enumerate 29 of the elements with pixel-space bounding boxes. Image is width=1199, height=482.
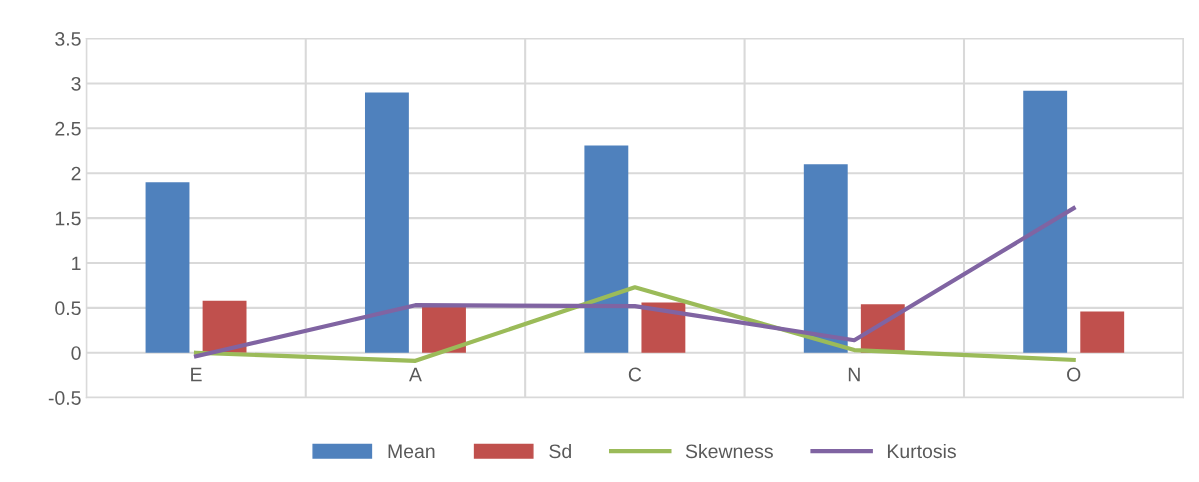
- y-tick-label: 1.5: [55, 211, 81, 226]
- bar: [1023, 90, 1068, 353]
- bar: [145, 182, 190, 353]
- x-tick-label: N: [848, 367, 860, 382]
- bar: [364, 92, 409, 353]
- legend-label: Skewness: [685, 443, 773, 459]
- y-tick-label: 2.5: [55, 121, 81, 136]
- y-tick-label: 3: [71, 76, 81, 91]
- x-tick-label: E: [191, 367, 202, 382]
- bar: [803, 164, 848, 353]
- y-tick-label: 0.5: [55, 301, 81, 316]
- y-tick-label: 2: [71, 166, 81, 181]
- x-tick-label: C: [628, 367, 642, 382]
- x-tick-label: A: [409, 367, 422, 382]
- legend-label: Mean: [388, 444, 435, 459]
- y-tick-label: -0.5: [48, 391, 81, 405]
- legend-label: Kurtosis: [887, 443, 956, 459]
- line-series: [193, 285, 1076, 363]
- y-tick-label: 3.5: [55, 32, 81, 46]
- bar: [202, 300, 247, 353]
- bar: [422, 306, 466, 353]
- line-series: [193, 206, 1076, 359]
- x-tick-label: O: [1067, 367, 1081, 382]
- legend-label: Sd: [549, 443, 571, 459]
- y-tick-label: 1: [72, 256, 81, 271]
- bar: [584, 145, 629, 353]
- bar: [641, 302, 686, 353]
- bar: [1080, 311, 1125, 353]
- y-tick-label: 0: [71, 346, 81, 360]
